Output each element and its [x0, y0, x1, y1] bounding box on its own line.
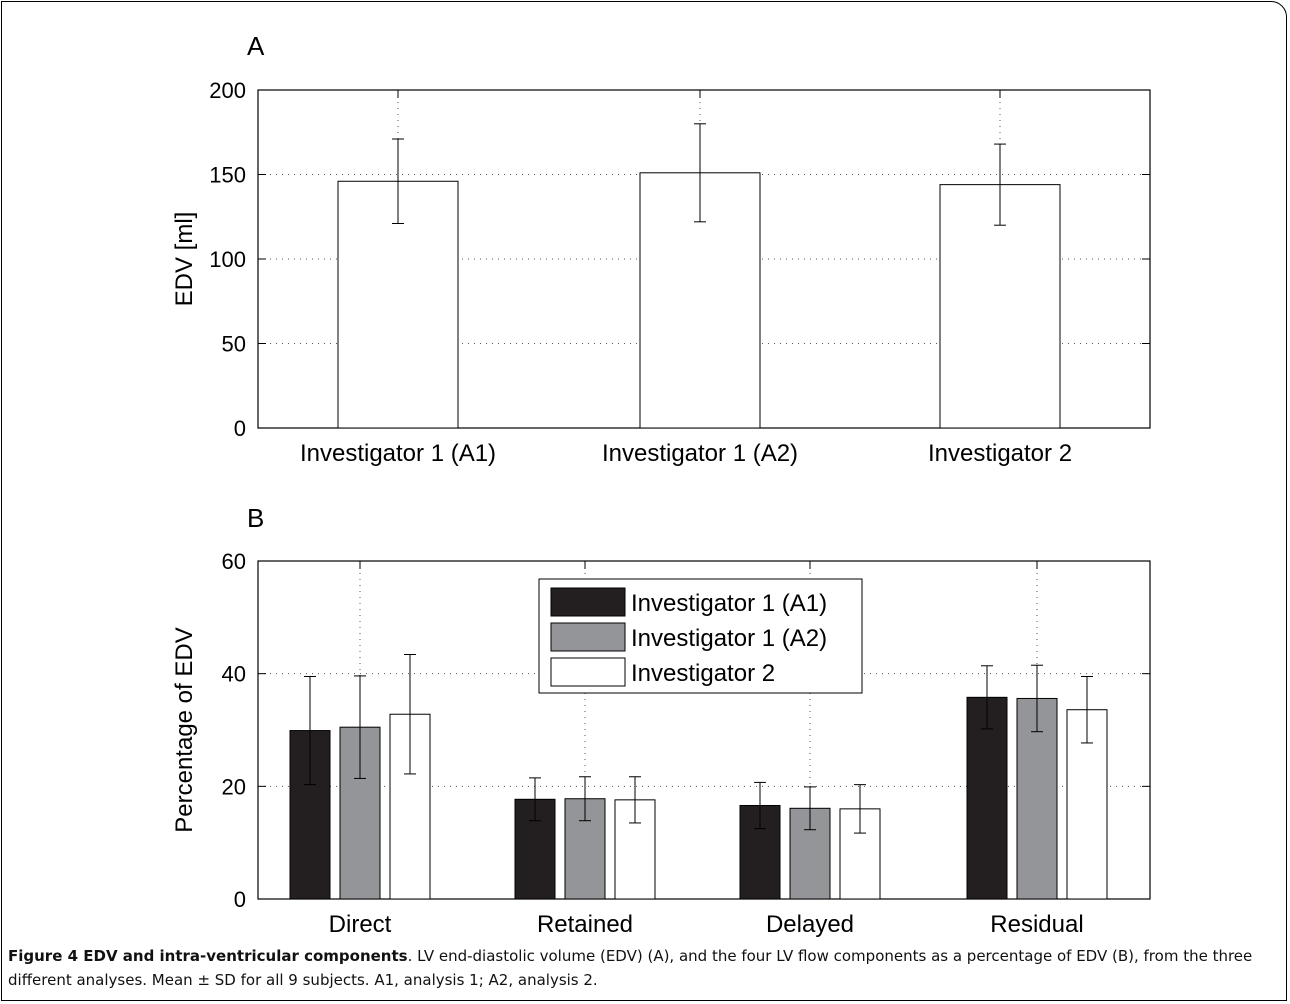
caption-title: Figure 4 EDV and intra-ventricular compo…: [8, 947, 408, 965]
panel-b-category-label: Direct: [329, 911, 392, 938]
panel-b-bar: [966, 696, 1008, 900]
figure-caption: Figure 4 EDV and intra-ventricular compo…: [8, 944, 1280, 992]
panel-a-ytick-label: 0: [234, 416, 246, 441]
panel-b-category-label: Delayed: [766, 911, 854, 938]
panel-b-ytick-label: 20: [222, 774, 246, 799]
panel-b-ytick-label: 0: [234, 887, 246, 912]
panel-a-label: A: [247, 31, 265, 61]
panel-b-chart: 0 20 40 60 Direct Retained Delayed Residual Perc…: [171, 549, 1151, 938]
panel-b-category-label: Retained: [537, 911, 633, 938]
panel-a-chart: 0 50 100 150 200 Investigator 1 (A1) Investiga…: [171, 78, 1151, 467]
panel-a-category-label: Investigator 1 (A2): [602, 440, 798, 467]
panel-b-legend-label: Investigator 1 (A1): [631, 590, 827, 617]
panel-b-bar: [789, 807, 831, 900]
panel-a-y-axis-title: EDV [ml]: [171, 212, 198, 307]
panel-b-axes-box: [257, 560, 1151, 900]
panel-a-ytick-label: 100: [209, 247, 246, 272]
panel-b-legend-swatch: [550, 587, 626, 617]
caption-text: . LV end-diastolic volume (EDV) (A), and…: [8, 947, 1253, 989]
panel-a-ytick-label: 50: [222, 332, 246, 357]
panel-a-ytick-label: 150: [209, 163, 246, 188]
panel-b-y-axis-title: Percentage of EDV: [171, 627, 198, 832]
panel-b-label: B: [247, 503, 264, 533]
panel-b-ytick-label: 40: [222, 662, 246, 687]
panel-b-legend-swatch: [550, 622, 626, 652]
panel-b-ytick-label: 60: [222, 549, 246, 574]
panel-b-category-label: Residual: [990, 911, 1083, 938]
panel-a-category-label: Investigator 1 (A1): [300, 440, 496, 467]
panel-a-category-label: Investigator 2: [928, 440, 1072, 467]
panel-a-ytick-label: 200: [209, 78, 246, 103]
panel-b-legend-label: Investigator 2: [631, 660, 775, 687]
panel-b-legend-swatch: [550, 657, 626, 687]
panel-b-legend-label: Investigator 1 (A2): [631, 625, 827, 652]
